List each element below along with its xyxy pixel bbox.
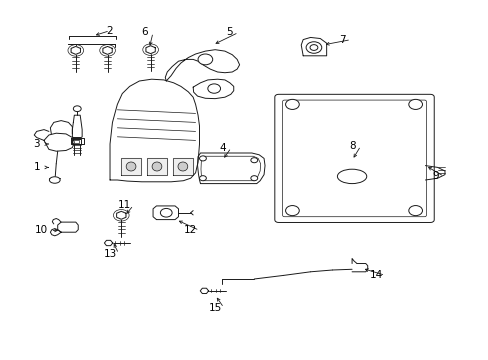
Circle shape (113, 210, 129, 221)
Polygon shape (71, 46, 81, 54)
Polygon shape (116, 211, 126, 219)
Ellipse shape (337, 169, 366, 184)
Text: 9: 9 (431, 171, 438, 181)
Text: 10: 10 (35, 225, 48, 235)
Circle shape (199, 156, 206, 161)
Ellipse shape (126, 162, 136, 171)
Text: 5: 5 (226, 27, 233, 37)
Text: 3: 3 (33, 139, 40, 149)
Polygon shape (71, 138, 83, 144)
Text: 14: 14 (369, 270, 383, 280)
Polygon shape (153, 206, 178, 220)
Text: 2: 2 (106, 26, 113, 36)
Polygon shape (72, 115, 82, 138)
Polygon shape (121, 158, 141, 175)
Polygon shape (44, 133, 74, 151)
Circle shape (160, 208, 172, 217)
Polygon shape (102, 46, 112, 54)
Circle shape (309, 45, 317, 50)
Polygon shape (173, 158, 192, 175)
Circle shape (73, 106, 81, 112)
Polygon shape (71, 46, 81, 54)
Circle shape (250, 176, 257, 181)
Text: 8: 8 (348, 141, 355, 151)
Text: 13: 13 (103, 249, 117, 259)
Text: 12: 12 (183, 225, 197, 235)
Circle shape (199, 176, 206, 181)
Circle shape (305, 42, 321, 53)
Polygon shape (50, 229, 61, 236)
Circle shape (142, 44, 158, 55)
Ellipse shape (49, 177, 60, 183)
Polygon shape (116, 211, 126, 219)
Polygon shape (145, 46, 155, 54)
Circle shape (285, 99, 299, 109)
Circle shape (408, 206, 422, 216)
Polygon shape (165, 50, 239, 81)
FancyBboxPatch shape (282, 100, 426, 217)
Circle shape (408, 99, 422, 109)
Polygon shape (104, 240, 112, 246)
Text: 6: 6 (141, 27, 147, 37)
Text: 15: 15 (208, 303, 222, 313)
Text: 11: 11 (118, 200, 131, 210)
Ellipse shape (152, 162, 162, 171)
Ellipse shape (178, 162, 187, 171)
Polygon shape (147, 158, 166, 175)
Text: 7: 7 (338, 35, 345, 45)
Polygon shape (197, 153, 264, 184)
Polygon shape (301, 37, 326, 56)
Circle shape (250, 158, 257, 163)
Text: 4: 4 (219, 143, 225, 153)
Text: 1: 1 (33, 162, 40, 172)
Circle shape (198, 54, 212, 65)
Circle shape (100, 45, 115, 56)
Polygon shape (72, 139, 81, 144)
Polygon shape (110, 79, 199, 182)
FancyBboxPatch shape (274, 94, 433, 222)
Polygon shape (58, 222, 78, 232)
Polygon shape (102, 46, 112, 54)
Circle shape (68, 45, 83, 56)
Polygon shape (145, 46, 155, 54)
Circle shape (285, 206, 299, 216)
Circle shape (207, 84, 220, 93)
Polygon shape (200, 288, 208, 293)
Polygon shape (193, 79, 233, 99)
